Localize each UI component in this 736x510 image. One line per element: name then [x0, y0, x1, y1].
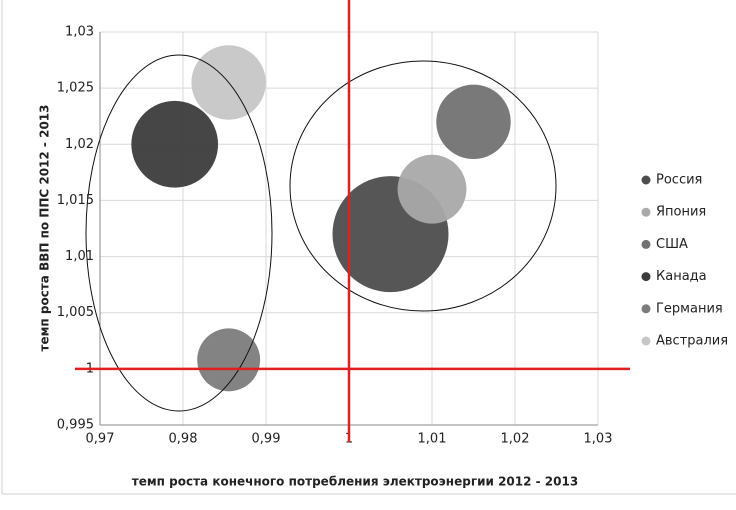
x-tick-label: 0,99 [252, 432, 281, 447]
y-tick-label: 0,995 [57, 418, 94, 433]
bubble [131, 100, 219, 188]
y-axis-title: темп роста ВВП по ППС 2012 - 2013 [38, 105, 52, 352]
legend-label: Австралия [656, 334, 728, 349]
legend-marker [641, 175, 651, 185]
annotation-ellipse [85, 54, 273, 412]
x-tick-label: 0,97 [86, 432, 115, 447]
legend-marker [641, 304, 651, 314]
bubble [397, 154, 467, 224]
x-axis-title: темп роста конечного потребления электро… [132, 475, 578, 489]
legend-marker [641, 207, 651, 217]
legend-label: Россия [656, 173, 702, 188]
legend-label: Германия [656, 301, 723, 316]
legend-marker [641, 239, 651, 249]
y-tick-label: 1,025 [57, 81, 94, 96]
annotation-ellipse [289, 60, 557, 312]
x-tick-label: 0,98 [169, 432, 198, 447]
x-tick-label: 1,01 [418, 432, 447, 447]
legend-label: Канада [656, 269, 707, 284]
y-tick-label: 1,01 [65, 249, 94, 264]
x-tick-label: 1,03 [584, 432, 613, 447]
x-tick-label: 1,02 [501, 432, 530, 447]
legend-label: США [656, 237, 688, 252]
bubble [436, 84, 511, 160]
legend-label: Япония [656, 205, 706, 220]
y-tick-label: 1,005 [57, 305, 94, 320]
y-tick-label: 1,02 [65, 137, 94, 152]
y-tick-label: 1,03 [65, 25, 94, 40]
bubble [197, 328, 261, 392]
y-tick-label: 1,015 [57, 193, 94, 208]
legend-marker [641, 336, 651, 346]
legend-marker [641, 272, 651, 282]
